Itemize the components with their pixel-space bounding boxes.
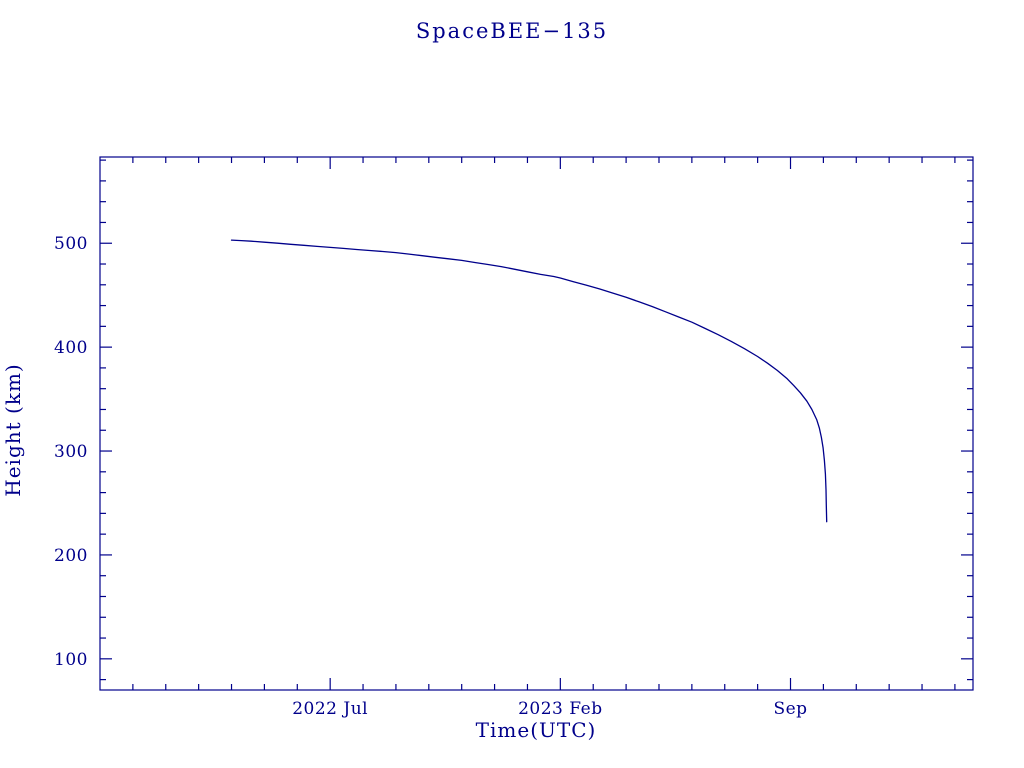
x-tick-label: 2023 Feb — [518, 699, 602, 719]
x-tick-label: 2022 Jul — [292, 699, 368, 719]
tick-labels: 2022 Jul 2023 Feb Sep 100 200 300 400 500 — [54, 234, 807, 719]
height-series-line — [230, 239, 828, 523]
y-tick-label: 200 — [54, 546, 88, 566]
y-tick-label: 400 — [54, 338, 88, 358]
plot-frame — [99, 156, 974, 691]
y-axis-label: Height (km) — [1, 363, 25, 496]
x-tick-label: Sep — [773, 699, 807, 719]
chart-title: SpaceBEE−135 — [416, 19, 608, 43]
y-tick-label: 300 — [54, 442, 88, 462]
y-tick-label: 100 — [54, 650, 88, 670]
y-tick-label: 500 — [54, 234, 88, 254]
x-axis-label: Time(UTC) — [476, 718, 597, 742]
series-layer — [230, 239, 828, 523]
axis-ticks — [100, 157, 973, 690]
